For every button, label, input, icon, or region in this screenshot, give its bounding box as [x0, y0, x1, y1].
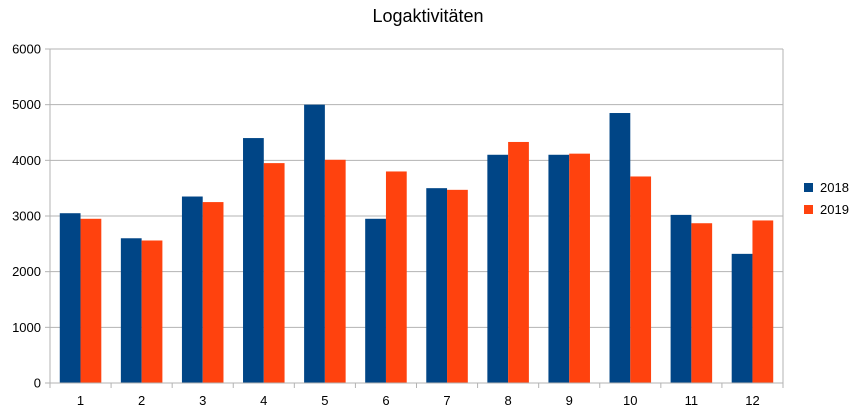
y-tick-label: 2000	[12, 264, 41, 279]
bar-2019-6	[385, 171, 407, 383]
x-tick-label: 4	[260, 393, 267, 408]
x-tick-label: 7	[443, 393, 450, 408]
x-tick-label: 2	[138, 393, 145, 408]
x-tick-label: 11	[685, 393, 699, 408]
bar-2018-10	[609, 113, 631, 384]
y-tick-label: 4000	[12, 153, 41, 168]
bar-2019-2	[141, 240, 163, 383]
x-tick-label: 3	[199, 393, 206, 408]
y-tick-label: 6000	[12, 42, 41, 57]
x-tick-label: 9	[566, 393, 573, 408]
y-tick-label: 0	[34, 376, 41, 391]
bar-2019-7	[447, 189, 468, 383]
legend-swatch-2018	[804, 183, 813, 192]
legend-swatch-2019	[804, 205, 813, 214]
bar-2018-3	[181, 196, 203, 383]
legend-label-2018: 2018	[820, 180, 849, 195]
bar-2018-7	[426, 188, 448, 383]
bar-2018-2	[120, 238, 142, 383]
y-tick-label: 1000	[12, 320, 41, 335]
y-tick-label: 5000	[12, 97, 41, 112]
chart-title: Logaktivitäten	[372, 6, 483, 26]
bar-2019-9	[569, 153, 590, 383]
x-tick-label: 10	[623, 393, 637, 408]
bar-2018-12	[731, 253, 753, 383]
bar-2019-1	[80, 218, 102, 383]
x-tick-label: 8	[505, 393, 512, 408]
bar-2018-8	[487, 154, 509, 383]
bar-2019-10	[630, 176, 652, 383]
bar-2018-5	[304, 104, 325, 384]
bar-2018-6	[365, 218, 386, 383]
bar-2019-4	[263, 163, 285, 383]
bar-2019-12	[752, 220, 774, 383]
bars	[59, 104, 774, 384]
x-tick-label: 5	[321, 393, 328, 408]
bar-2018-1	[59, 213, 81, 383]
gridlines	[50, 48, 783, 384]
x-tick-label: 12	[745, 393, 759, 408]
y-tick-label: 3000	[12, 209, 41, 224]
bar-2019-8	[508, 141, 529, 383]
x-tick-label: 1	[77, 393, 84, 408]
bar-2019-3	[202, 202, 224, 383]
bar-2018-4	[243, 138, 264, 383]
bar-2018-9	[548, 154, 570, 383]
x-tick-label: 6	[382, 393, 389, 408]
legend: 2018 2019	[804, 180, 849, 217]
bar-2018-11	[670, 214, 692, 383]
bar-2019-11	[691, 223, 713, 383]
legend-label-2019: 2019	[820, 202, 849, 217]
bar-2019-5	[324, 159, 346, 383]
